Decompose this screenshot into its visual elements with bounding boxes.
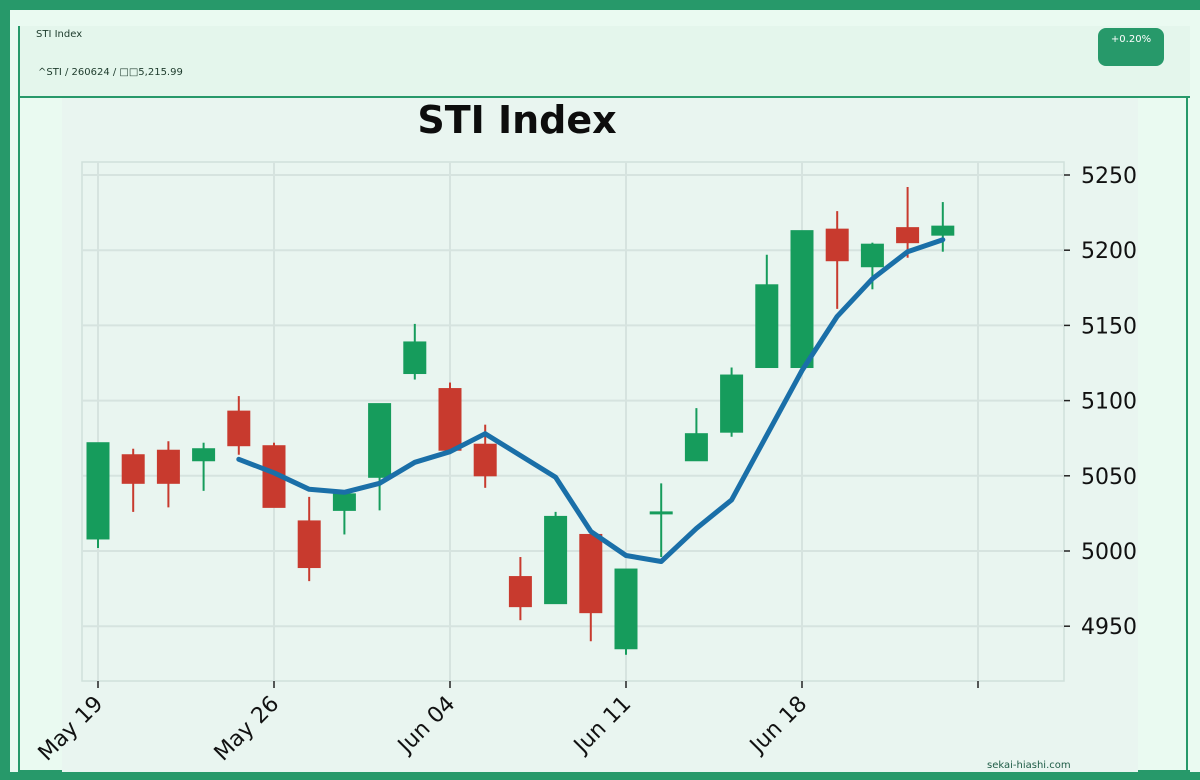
candle	[649, 483, 673, 558]
candle	[544, 511, 568, 605]
ticker-header: STI Index ^STI / 260624 / □□5,215.99 +0.…	[20, 26, 1190, 98]
candle	[720, 367, 744, 437]
candle-body-down	[438, 388, 462, 451]
candle-body-up	[649, 511, 673, 515]
candle	[790, 230, 814, 369]
y-tick-label: 4950	[1081, 615, 1137, 640]
candle	[368, 403, 392, 511]
candle-body-up	[931, 225, 955, 236]
x-tick-label: May 26	[210, 692, 285, 767]
candle	[156, 441, 180, 508]
candle	[403, 323, 427, 380]
y-tick-label: 5000	[1081, 540, 1137, 565]
candle	[227, 396, 251, 455]
y-tick-label: 5050	[1081, 465, 1137, 490]
candle-body-up	[368, 403, 392, 478]
candle-body-down	[227, 410, 251, 447]
candle-body-up	[544, 515, 568, 605]
candle	[896, 187, 920, 258]
candle-body-up	[403, 341, 427, 375]
frame-rule-left	[18, 26, 20, 774]
x-tick-label: May 19	[34, 692, 109, 767]
y-tick-label: 5200	[1081, 239, 1137, 264]
candle-body-up	[192, 448, 216, 462]
candle-body-down	[896, 227, 920, 244]
plot-area	[81, 161, 1065, 682]
candle	[579, 533, 603, 642]
candle	[508, 557, 532, 621]
candle	[86, 442, 110, 548]
y-tick-label: 5100	[1081, 390, 1137, 415]
candle	[438, 382, 462, 452]
candle-body-down	[579, 533, 603, 614]
frame-rule-right	[1186, 96, 1188, 772]
candle-body-up	[614, 568, 638, 650]
moving-average-line	[236, 237, 946, 564]
candle-body-down	[473, 443, 497, 477]
candle-body-down	[508, 576, 532, 608]
candle-body-up	[860, 243, 884, 268]
candle	[931, 202, 955, 252]
y-tick-label: 5250	[1081, 164, 1137, 189]
change-badge[interactable]: +0.20%	[1098, 28, 1164, 66]
candle-body-up	[755, 284, 779, 369]
candle-body-up	[332, 493, 356, 511]
candle	[684, 408, 708, 462]
candle	[121, 448, 145, 512]
ticker-details: ^STI / 260624 / □□5,215.99	[38, 67, 183, 78]
y-tick-label: 5150	[1081, 314, 1137, 339]
x-tick-label: Jun 18	[744, 692, 812, 760]
candle	[332, 490, 356, 535]
chart-title: STI Index	[417, 98, 616, 142]
candle	[755, 254, 779, 369]
candle-body-down	[121, 454, 145, 484]
candle-body-up	[720, 374, 744, 433]
candle	[614, 568, 638, 655]
site-credit: sekai-hiashi.com	[987, 760, 1071, 771]
ticker-name: STI Index	[36, 29, 83, 40]
x-tick-label: Jun 04	[392, 692, 460, 760]
candle-body-down	[297, 520, 321, 569]
candle-body-up	[790, 230, 814, 369]
candle-body-down	[156, 449, 180, 484]
candle-body-down	[825, 228, 849, 262]
candle-body-up	[684, 433, 708, 462]
candle	[825, 211, 849, 309]
candle-body-up	[86, 442, 110, 540]
x-tick-label: Jun 11	[568, 692, 636, 760]
candle	[297, 496, 321, 582]
candle	[192, 442, 216, 491]
